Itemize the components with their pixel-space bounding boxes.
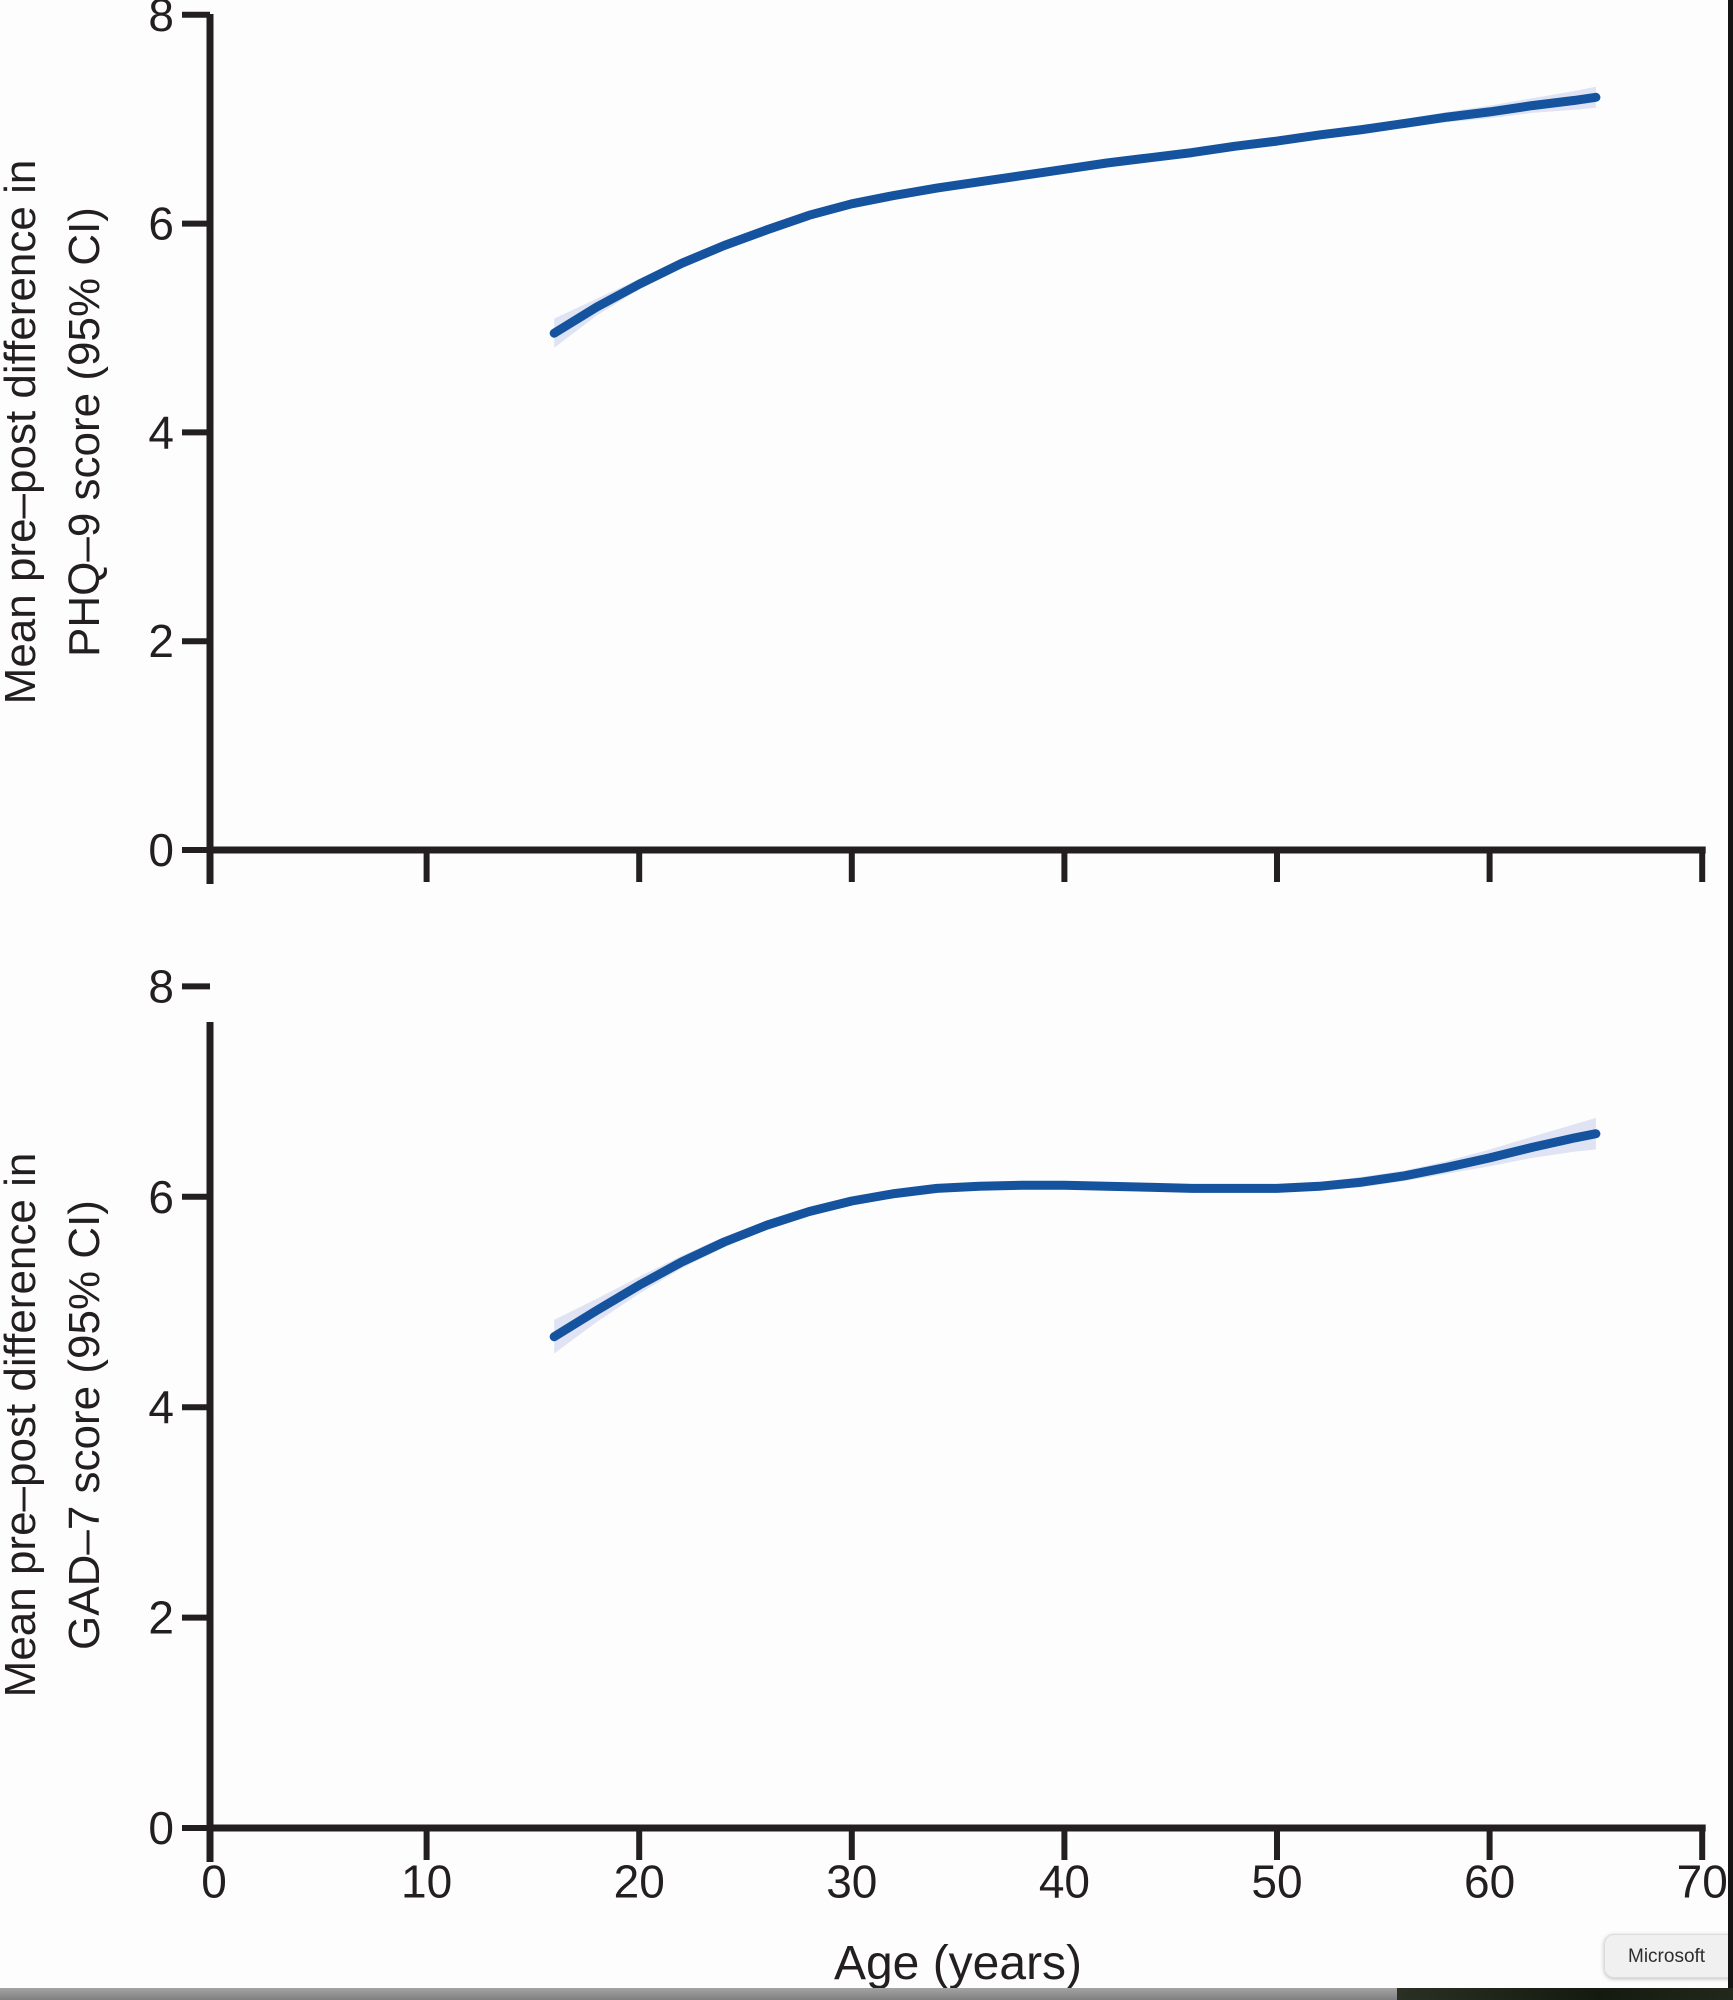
phq9-y-tick-label-2: 2 — [148, 615, 174, 667]
phq9-y-axis-label-line1: Mean pre–post difference in — [0, 159, 45, 705]
gad7-x-tick-label-20: 20 — [614, 1856, 665, 1908]
gad7-curve — [549, 1129, 1601, 1342]
gad7-y-tick-label-0: 0 — [148, 1802, 174, 1854]
gad7-y-tick-label-2: 2 — [148, 1592, 174, 1644]
phq9-curve — [549, 92, 1601, 338]
gad7-x-tick-label-0: 0 — [201, 1856, 227, 1908]
gad7-y-axis-label-line2: GAD–7 score (95% CI) — [60, 1200, 109, 1650]
bottom-bar-gray — [0, 1988, 1397, 2000]
gad7-ci-band — [554, 1117, 1596, 1354]
phq9-y-tick-label-0: 0 — [148, 824, 174, 876]
bottom-bar-wallpaper — [1397, 1988, 1733, 2000]
phq9-y-tick-label-8: 8 — [148, 0, 174, 41]
gad7-x-tick-label-70: 70 — [1677, 1856, 1728, 1908]
gad7-y-axis-label-line1: Mean pre–post difference in — [0, 1152, 45, 1698]
phq9-y-tick-label-4: 4 — [148, 406, 174, 458]
microsoft-tooltip-text: Microsoft — [1628, 1946, 1706, 1967]
gad7-x-tick-label-50: 50 — [1251, 1856, 1302, 1908]
phq9-y-tick-label-6: 6 — [148, 198, 174, 250]
phq9-ci-band — [554, 86, 1596, 348]
gad7-x-tick-label-10: 10 — [401, 1856, 452, 1908]
gad7-x-tick-label-60: 60 — [1464, 1856, 1515, 1908]
x-axis-label: Age (years) — [833, 1937, 1083, 1990]
gad7-y-tick-label-4: 4 — [148, 1381, 174, 1433]
microsoft-tooltip: Microsoft — [1604, 1934, 1733, 1978]
gad7-y-tick-label-6: 6 — [148, 1171, 174, 1223]
gad7-x-tick-label-40: 40 — [1039, 1856, 1090, 1908]
gad7-y-tick-label-8: 8 — [148, 960, 174, 1012]
window-right-edge — [1728, 0, 1733, 1988]
gad7-x-tick-label-30: 30 — [826, 1856, 877, 1908]
phq9-y-axis-label-line2: PHQ–9 score (95% CI) — [60, 207, 109, 657]
